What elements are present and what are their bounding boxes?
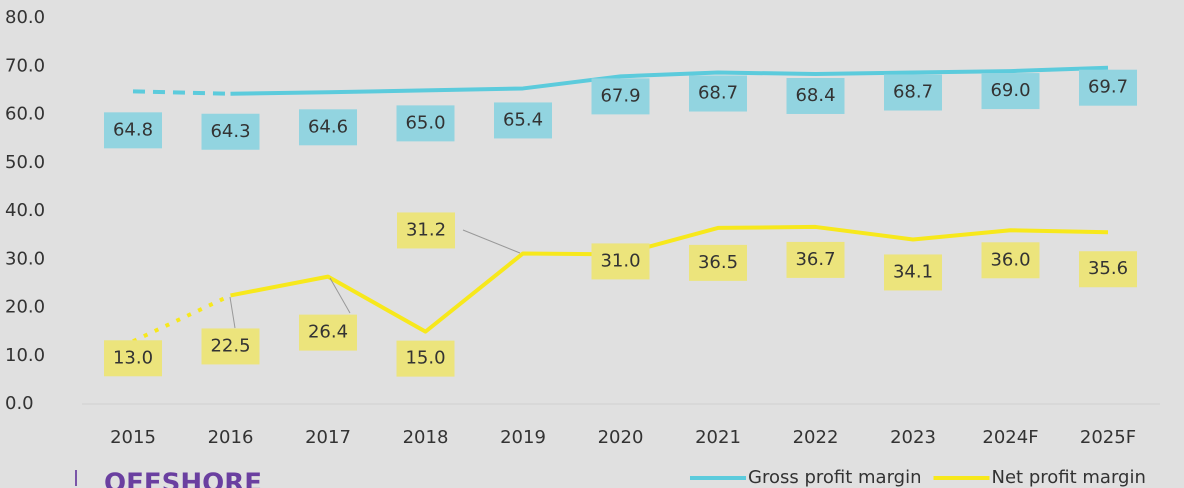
data-label-box <box>494 102 552 139</box>
line <box>230 224 1109 334</box>
data-label: 68.7 <box>893 82 933 103</box>
data-label-box <box>689 244 747 281</box>
data-label: 22.5 <box>210 335 250 356</box>
leader-line <box>462 229 521 254</box>
data-label: 69.7 <box>1088 77 1128 98</box>
x-tick-label: 2024F <box>982 427 1038 448</box>
y-tick-label: 20.0 <box>5 297 45 318</box>
data-label: 64.3 <box>210 121 250 142</box>
data-label-box <box>591 78 650 115</box>
data-label: 64.6 <box>308 116 348 137</box>
data-label-box <box>884 254 942 291</box>
x-tick-label: 2015 <box>110 427 156 448</box>
x-tick-label: 2021 <box>695 427 741 448</box>
data-label-box <box>981 73 1040 110</box>
data-label-box <box>591 243 650 280</box>
data-label-box <box>201 113 260 150</box>
data-label-box <box>299 109 357 146</box>
data-label: 68.4 <box>795 85 835 106</box>
data-label: 69.0 <box>990 80 1030 101</box>
data-label: 26.4 <box>308 322 348 343</box>
y-tick-label: 30.0 <box>5 248 45 269</box>
data-label-box <box>397 212 455 249</box>
data-label: 65.4 <box>503 109 543 130</box>
logo: OFFSHORE <box>104 469 262 488</box>
x-tick-label: 2019 <box>500 427 546 448</box>
data-label-box <box>104 112 162 149</box>
data-label-box <box>689 75 747 112</box>
data-label: 13.0 <box>113 347 153 368</box>
y-tick-label: 10.0 <box>5 345 45 366</box>
data-label-box <box>786 241 845 278</box>
data-label: 67.9 <box>600 85 640 106</box>
x-tick-label: 2023 <box>890 427 936 448</box>
x-tick-label: 2022 <box>793 427 839 448</box>
data-label-box <box>396 340 455 377</box>
data-label: 31.0 <box>600 250 640 271</box>
data-label: 64.8 <box>113 119 153 140</box>
x-tick-label: 2018 <box>403 427 449 448</box>
y-tick-label: 50.0 <box>5 152 45 173</box>
data-label: 36.5 <box>698 252 738 273</box>
legend-label: Net profit margin <box>992 467 1146 488</box>
data-label-box <box>201 328 260 365</box>
data-label: 15.0 <box>405 348 445 369</box>
line-segment-start <box>132 89 231 96</box>
data-label: 65.0 <box>405 112 445 133</box>
data-label-box <box>786 77 845 114</box>
data-label-box <box>1079 69 1137 106</box>
line <box>230 65 1109 96</box>
data-label-box <box>299 314 357 351</box>
x-tick-label: 2016 <box>208 427 254 448</box>
data-label: 36.0 <box>990 249 1030 270</box>
data-label-box <box>396 105 455 142</box>
data-label-box <box>1079 251 1137 288</box>
data-label: 68.7 <box>698 83 738 104</box>
data-label: 35.6 <box>1088 258 1128 279</box>
y-tick-label: 0.0 <box>5 393 34 414</box>
y-tick-label: 60.0 <box>5 104 45 125</box>
data-label-box <box>884 74 942 111</box>
data-label-box <box>104 340 162 377</box>
x-tick-label: 2020 <box>598 427 644 448</box>
x-tick-label: 2025F <box>1080 427 1136 448</box>
data-label: 36.7 <box>795 249 835 270</box>
data-label-box <box>981 242 1040 279</box>
leader-line <box>229 296 236 329</box>
y-tick-label: 40.0 <box>5 200 45 221</box>
legend-label: Gross profit margin <box>748 467 922 488</box>
data-label: 31.2 <box>406 219 446 240</box>
y-tick-label: 80.0 <box>5 7 45 28</box>
x-tick-label: 2017 <box>305 427 351 448</box>
leader-line <box>329 277 351 314</box>
data-label: 34.1 <box>893 261 933 282</box>
y-tick-label: 70.0 <box>5 55 45 76</box>
